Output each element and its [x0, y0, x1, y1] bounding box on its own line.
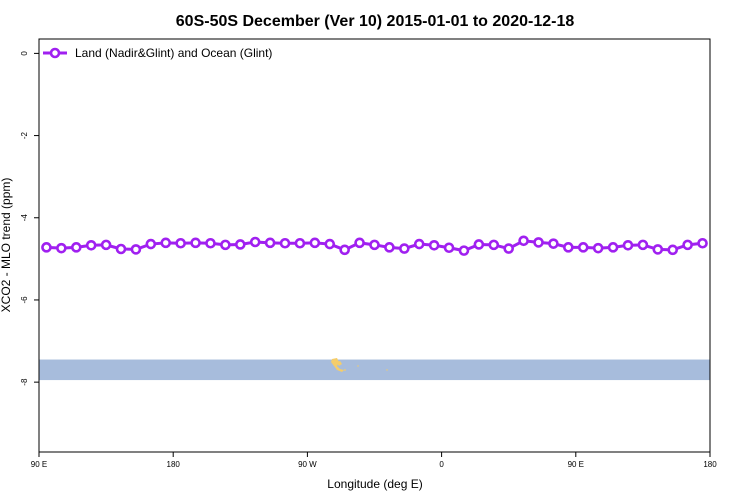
data-point	[205, 237, 216, 249]
data-point	[413, 238, 425, 250]
data-point	[592, 242, 604, 254]
data-point	[533, 237, 544, 248]
data-point	[443, 242, 455, 254]
plot-frame	[38, 38, 711, 453]
data-point	[384, 242, 395, 253]
data-point	[473, 239, 485, 250]
data-point	[369, 239, 380, 251]
x-tick-label: 90 E	[568, 460, 584, 469]
data-point	[309, 237, 321, 249]
data-point	[160, 237, 172, 249]
map-band	[39, 358, 710, 381]
legend-series-label: Land (Nadir&Glint) and Ocean (Glint)	[75, 46, 272, 60]
y-tick-label: -4	[20, 214, 29, 222]
x-axis-label: Longitude (deg E)	[327, 477, 422, 491]
y-tick-label: -6	[20, 296, 29, 304]
data-point	[294, 237, 306, 249]
data-point	[428, 239, 440, 251]
x-tick-label: 180	[167, 460, 181, 469]
legend: Land (Nadir&Glint) and Ocean (Glint)	[43, 46, 272, 60]
x-axis: 90 E 180 90 W 0 90 E 180	[31, 452, 717, 469]
data-point	[70, 242, 82, 253]
data-point	[190, 237, 201, 249]
data-point	[279, 237, 291, 249]
data-point	[697, 237, 708, 249]
data-point	[56, 242, 67, 254]
series-layer	[41, 235, 708, 256]
y-tick-label: -2	[20, 131, 29, 139]
chart-title: 60S-50S December (Ver 10) 2015-01-01 to …	[176, 13, 575, 30]
data-point	[41, 242, 52, 253]
y-tick-label: 0	[20, 51, 29, 56]
legend-point-marker	[49, 47, 61, 59]
data-point	[145, 238, 157, 250]
data-point	[682, 239, 693, 251]
x-tick-label: 90 W	[298, 460, 317, 469]
data-point	[100, 239, 112, 251]
y-axis: 0 -2 -4 -6 -8	[20, 51, 39, 386]
data-point	[354, 237, 365, 249]
data-point	[503, 243, 515, 254]
data-point	[563, 242, 574, 253]
y-tick-label: -8	[20, 378, 29, 386]
data-point	[85, 239, 97, 251]
data-point	[339, 244, 350, 256]
data-point	[175, 237, 186, 249]
data-point	[399, 243, 410, 254]
data-point	[458, 245, 470, 256]
data-point	[249, 236, 261, 248]
data-point	[637, 239, 649, 251]
data-point	[264, 237, 276, 249]
data-point	[220, 239, 231, 251]
x-tick-label: 90 E	[31, 460, 47, 469]
data-point	[577, 242, 589, 253]
data-point	[667, 244, 679, 256]
data-point	[130, 244, 142, 255]
data-point	[652, 244, 664, 255]
data-point	[607, 242, 619, 253]
land-patch-south-america	[331, 358, 388, 372]
data-point	[518, 235, 529, 247]
x-tick-label: 0	[439, 460, 444, 469]
ocean-band	[39, 359, 710, 381]
data-point	[115, 243, 127, 255]
y-axis-label: XCO2 - MLO trend (ppm)	[0, 178, 13, 313]
data-point	[622, 239, 634, 251]
data-point	[324, 238, 336, 250]
data-point	[235, 239, 246, 250]
data-point	[548, 238, 559, 249]
data-point	[488, 239, 500, 251]
x-tick-label: 180	[703, 460, 717, 469]
